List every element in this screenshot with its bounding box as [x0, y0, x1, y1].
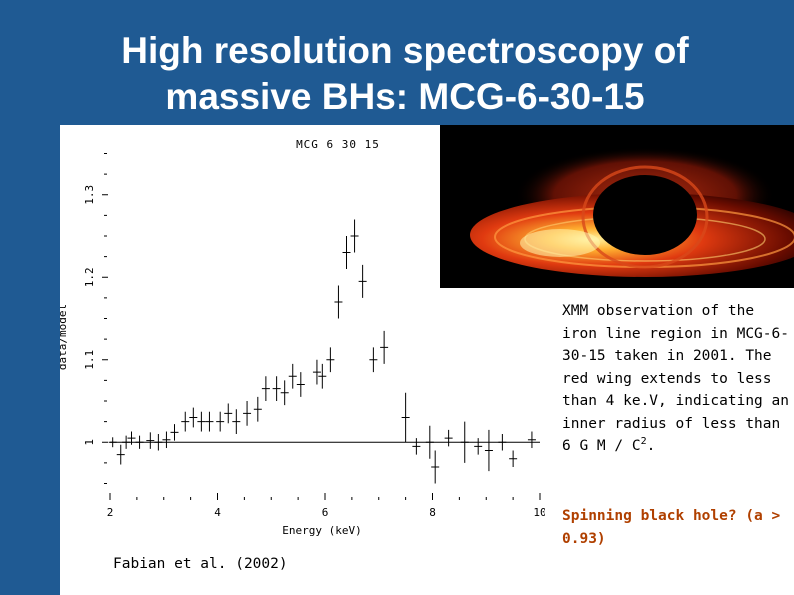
data-point: [280, 380, 289, 406]
data-point: [127, 431, 136, 445]
accretion-disk-image: [440, 125, 794, 288]
data-point: [369, 347, 378, 373]
data-point: [253, 396, 262, 422]
caption-text: XMM observation of the iron line region …: [562, 303, 789, 454]
slide-title: High resolution spectroscopy of massive …: [60, 28, 750, 120]
data-point: [116, 444, 125, 465]
data-point: [326, 347, 335, 373]
data-point: [162, 431, 171, 449]
data-point: [146, 432, 155, 449]
x-tick-label: 6: [322, 506, 329, 519]
data-point: [108, 437, 117, 448]
y-tick-label: 1.3: [83, 185, 96, 205]
data-point: [272, 376, 281, 401]
slide-title-line-2: massive BHs: MCG-6-30-15: [165, 76, 645, 117]
slide-title-line-1: High resolution spectroscopy of: [121, 30, 689, 71]
x-axis-ticks: 2 4 6 8 10: [107, 493, 545, 519]
data-point: [401, 392, 410, 443]
x-tick-label: 10: [533, 506, 545, 519]
black-hole-illustration: [440, 125, 794, 288]
data-point: [444, 429, 453, 447]
data-point: [474, 438, 483, 455]
y-tick-label: 1.1: [83, 350, 96, 370]
title-banner: [60, 0, 794, 125]
caption-superscript: 2: [640, 436, 647, 448]
data-point: [350, 219, 359, 253]
x-tick-label: 8: [429, 506, 436, 519]
chart-title: MCG 6 30 15: [296, 138, 380, 151]
data-point: [122, 435, 131, 449]
data-point: [527, 431, 536, 449]
x-axis-label: Energy (keV): [282, 524, 361, 537]
slide-sidebar: [0, 0, 60, 595]
data-point: [312, 359, 321, 385]
data-point: [460, 421, 469, 463]
observation-caption: XMM observation of the iron line region …: [562, 300, 792, 458]
spectrum-plot: MCG 6 30 15 2 4 6 8 10 1 1.1 1.2 1.3 Energy (ke…: [60, 138, 545, 537]
data-points: [108, 219, 536, 484]
data-point: [509, 450, 518, 467]
y-axis-ticks: 1 1.1 1.2 1.3: [83, 153, 108, 484]
y-axis-label: data/model: [60, 304, 69, 370]
y-tick-label: 1: [83, 439, 96, 446]
x-tick-label: 2: [107, 506, 114, 519]
data-point: [412, 438, 421, 455]
data-point: [380, 330, 389, 364]
data-point: [154, 434, 163, 451]
data-point: [498, 434, 507, 451]
spin-question: Spinning black hole? (a > 0.93): [562, 508, 781, 547]
data-point: [288, 363, 297, 389]
data-point: [216, 411, 225, 432]
citation-credit: Fabian et al. (2002): [113, 556, 288, 572]
data-point: [135, 435, 144, 449]
data-point: [484, 429, 493, 472]
data-point: [318, 363, 327, 389]
data-point: [224, 403, 233, 424]
data-point: [342, 236, 351, 269]
x-tick-label: 4: [214, 506, 221, 519]
data-point: [232, 409, 241, 434]
data-point: [205, 411, 214, 432]
data-point: [261, 376, 270, 401]
data-point: [358, 264, 367, 298]
data-point: [181, 411, 190, 432]
y-tick-label: 1.2: [83, 267, 96, 287]
data-point: [431, 450, 440, 484]
data-point: [189, 407, 198, 428]
data-point: [296, 372, 305, 397]
data-point: [170, 424, 179, 441]
data-point: [243, 401, 252, 426]
data-point: [197, 411, 206, 432]
data-point: [334, 285, 343, 319]
data-point: [425, 425, 434, 459]
caption-end: .: [646, 438, 656, 454]
